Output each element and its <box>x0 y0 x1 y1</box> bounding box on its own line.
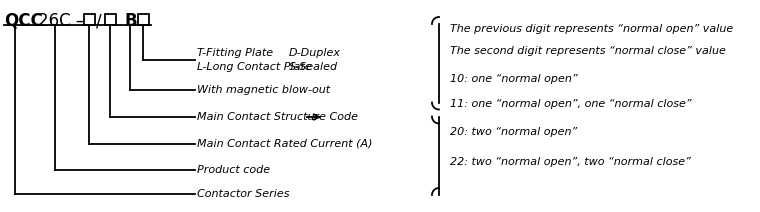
Text: 11: one “normal open”, one “normal close”: 11: one “normal open”, one “normal close… <box>450 99 692 109</box>
Bar <box>105 14 116 25</box>
Text: Product code: Product code <box>197 165 270 175</box>
Text: T-Fitting Plate: T-Fitting Plate <box>197 48 273 58</box>
Text: The previous digit represents “normal open” value: The previous digit represents “normal op… <box>450 24 733 34</box>
Text: L-Long Contact Plate: L-Long Contact Plate <box>197 62 312 72</box>
Text: B: B <box>124 12 137 30</box>
Bar <box>84 14 95 25</box>
Text: Main Contact Structure Code: Main Contact Structure Code <box>197 112 358 122</box>
Text: /: / <box>96 12 102 30</box>
Text: 10: one “normal open”: 10: one “normal open” <box>450 74 578 84</box>
Text: 22: two “normal open”, two “normal close”: 22: two “normal open”, two “normal close… <box>450 157 691 167</box>
Text: With magnetic blow-out: With magnetic blow-out <box>197 85 330 95</box>
Text: QCC: QCC <box>4 12 43 30</box>
Text: 26C –: 26C – <box>38 12 84 30</box>
Bar <box>138 14 149 25</box>
Text: 20: two “normal open”: 20: two “normal open” <box>450 127 578 137</box>
Text: D-Duplex: D-Duplex <box>289 48 341 58</box>
Text: Contactor Series: Contactor Series <box>197 189 290 199</box>
Text: S-Sealed: S-Sealed <box>289 62 338 72</box>
Text: Main Contact Rated Current (A): Main Contact Rated Current (A) <box>197 139 372 149</box>
Text: The second digit represents “normal close” value: The second digit represents “normal clos… <box>450 46 726 56</box>
